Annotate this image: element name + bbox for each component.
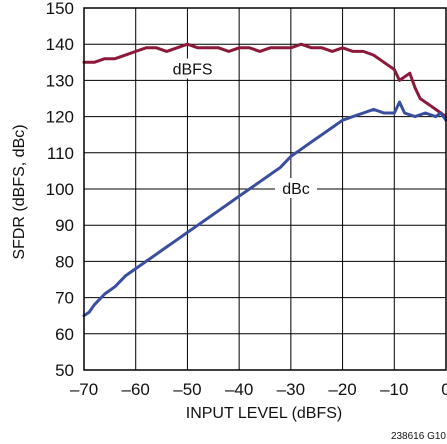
y-tick-label: 90 (55, 216, 74, 235)
series-label: dBFS (173, 62, 213, 79)
plot-frame (83, 7, 447, 371)
series-label: dBc (282, 181, 310, 198)
y-tick-label: 100 (46, 180, 74, 199)
y-tick-label: 150 (46, 0, 74, 18)
x-tick-label: –50 (173, 380, 201, 399)
x-tick-label: –10 (380, 380, 408, 399)
y-tick-label: 80 (55, 252, 74, 271)
y-axis-title: SFDR (dBFS, dBc) (11, 124, 28, 259)
series-lines (82, 42, 447, 318)
series-annotations: dBFS dBc (166, 58, 318, 198)
series-label-bg (166, 58, 219, 79)
x-tick-label: –20 (328, 380, 356, 399)
series-line-dbc (82, 100, 447, 318)
x-tick-label: –40 (225, 380, 253, 399)
plot-border (83, 7, 447, 371)
x-tick-label: –70 (70, 380, 98, 399)
grid (84, 8, 446, 370)
x-tick-label: –60 (122, 380, 150, 399)
y-tick-label: 130 (46, 71, 74, 90)
y-tick-label: 60 (55, 325, 74, 344)
x-tick-label: –30 (277, 380, 305, 399)
x-tick-labels: –70 –60 –50 –40 –30 –20 –10 0 (70, 380, 447, 399)
series-line-dbfs (82, 42, 447, 119)
y-tick-label: 120 (46, 108, 74, 127)
y-tick-label: 110 (47, 144, 74, 163)
y-tick-labels: 50 60 70 80 90 100 110 120 130 140 150 (46, 0, 74, 380)
y-tick-label: 70 (55, 289, 74, 308)
x-tick-label: 0 (441, 380, 447, 399)
x-axis-title: INPUT LEVEL (dBFS) (186, 405, 343, 422)
figure-id: 238616 G10 (391, 431, 446, 442)
y-tick-label: 50 (55, 361, 74, 380)
series-label-bg (275, 178, 318, 198)
y-tick-label: 140 (46, 35, 74, 54)
